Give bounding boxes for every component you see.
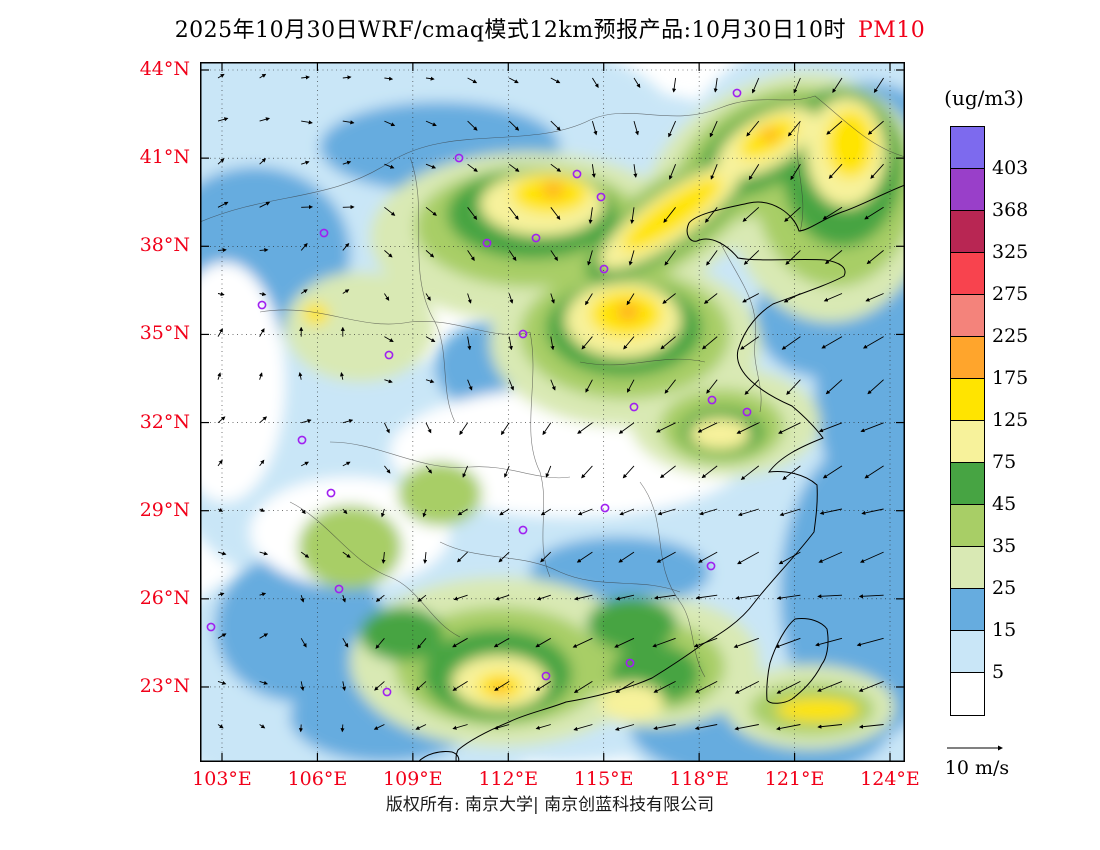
lat-tick-label: 32°N — [139, 410, 190, 433]
map-border — [200, 62, 905, 762]
colorbar-segment — [951, 589, 984, 631]
station-marker — [629, 402, 639, 412]
species-label: PM10 — [857, 18, 926, 43]
wind-reference-arrow — [947, 745, 1003, 751]
colorbar-level-label: 175 — [992, 367, 1029, 389]
station-marker — [518, 329, 528, 339]
station-marker — [334, 584, 344, 594]
station-marker — [382, 687, 392, 697]
station-marker — [625, 658, 635, 668]
station-marker — [732, 88, 742, 98]
colorbar-segment — [951, 337, 984, 379]
lon-tick-label: 106°E — [287, 768, 348, 790]
station-markers — [206, 88, 752, 697]
station-marker — [596, 192, 606, 202]
colorbar-level-label: 75 — [992, 451, 1017, 473]
lon-tick-label: 121°E — [764, 768, 825, 790]
colorbar-segment — [951, 463, 984, 505]
hainan-coast-fragment — [417, 751, 460, 762]
wind-vectors — [217, 73, 884, 733]
lon-tick-label: 115°E — [573, 768, 634, 790]
station-marker — [206, 622, 216, 632]
station-marker — [257, 300, 267, 310]
colorbar-level-label: 325 — [992, 241, 1029, 263]
lat-tick-label: 44°N — [139, 58, 190, 80]
copyright-text: 版权所有: 南京大学| 南京创蓝科技有限公司 — [385, 795, 715, 815]
colorbar-level-label: 403 — [992, 157, 1029, 179]
station-marker — [572, 169, 582, 179]
colorbar-segment — [951, 127, 984, 169]
wind-reference-label: 10 m/s — [944, 757, 1010, 779]
colorbar-segment — [951, 295, 984, 337]
colorbar-segment — [951, 253, 984, 295]
colorbar-segment — [951, 421, 984, 463]
station-marker — [707, 395, 717, 405]
lat-tick-label: 35°N — [139, 322, 190, 345]
lon-tick-label: 103°E — [192, 768, 252, 790]
colorbar-level-label: 225 — [992, 325, 1029, 347]
station-marker — [599, 264, 609, 274]
colorbar-segment — [951, 631, 984, 673]
station-marker — [482, 238, 492, 248]
province-borders — [200, 95, 905, 678]
station-marker — [706, 561, 716, 571]
lon-tick-label: 118°E — [669, 768, 729, 790]
station-marker — [742, 407, 752, 417]
lon-tick-label: 124°E — [860, 768, 920, 790]
colorbar-segment — [951, 211, 984, 253]
taiwan-island-outline — [766, 618, 829, 704]
colorbar-level-label: 45 — [992, 493, 1017, 515]
colorbar-level-label: 368 — [992, 199, 1029, 221]
station-marker — [600, 503, 610, 513]
colorbar-segment — [951, 673, 984, 715]
lat-tick-label: 41°N — [139, 146, 190, 169]
colorbar-level-label: 125 — [992, 409, 1029, 431]
lat-tick-label: 23°N — [139, 674, 190, 697]
colorbar-level-label: 5 — [992, 661, 1005, 683]
station-marker — [319, 228, 329, 238]
page-title: 2025年10月30日WRF/cmaq模式12km预报产品:10月30日10时 P… — [0, 12, 1100, 44]
colorbar-segment — [951, 505, 984, 547]
station-marker — [454, 153, 464, 163]
colorbar-level-label: 15 — [992, 619, 1017, 641]
station-marker — [297, 435, 307, 445]
colorbar-segment — [951, 379, 984, 421]
colorbar-segment — [951, 547, 984, 589]
pm10-concentration-field — [200, 62, 905, 762]
colorbar-unit-label: (ug/m3) — [944, 86, 1024, 110]
colorbar-level-label: 25 — [992, 577, 1017, 599]
coastline — [417, 184, 905, 762]
colorbar-level-label: 35 — [992, 535, 1017, 557]
colorbar-segment — [951, 169, 984, 211]
colorbar-level-label: 275 — [992, 283, 1029, 305]
lat-tick-label: 26°N — [139, 586, 190, 609]
station-marker — [531, 233, 541, 243]
lon-tick-label: 109°E — [383, 768, 443, 790]
lon-tick-label: 112°E — [478, 768, 539, 790]
lat-tick-label: 29°N — [139, 498, 190, 521]
map-canvas — [200, 62, 905, 762]
station-marker — [518, 525, 528, 535]
lat-tick-label: 38°N — [139, 234, 190, 257]
title-text: 2025年10月30日WRF/cmaq模式12km预报产品:10月30日10时 — [174, 18, 846, 43]
station-marker — [326, 488, 336, 498]
graticule-grid — [201, 63, 904, 761]
colorbar — [950, 126, 985, 716]
station-marker — [541, 671, 551, 681]
station-marker — [384, 350, 394, 360]
